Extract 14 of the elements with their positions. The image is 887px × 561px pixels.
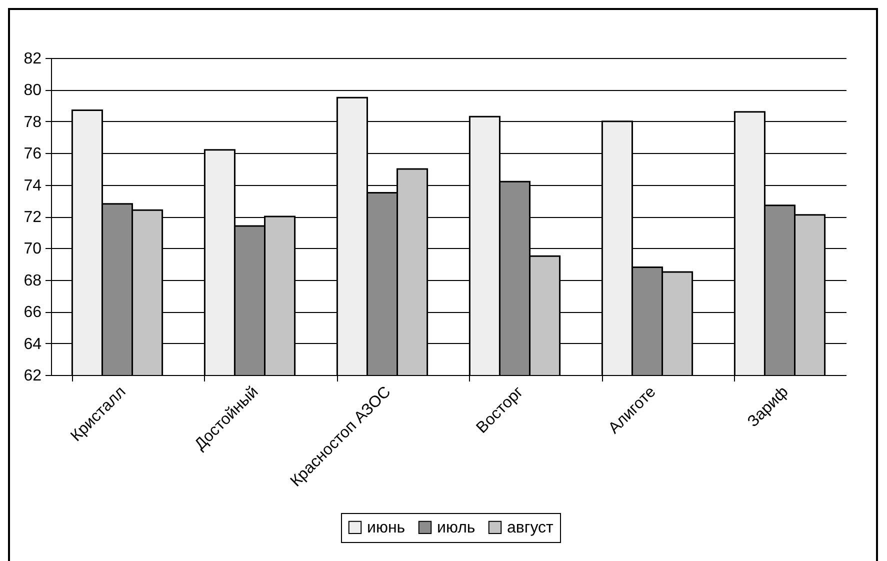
y-tick-label: 74 [24, 177, 42, 194]
y-tick-label: 72 [24, 209, 42, 226]
y-tick-label: 82 [24, 50, 42, 68]
y-tick-label: 64 [24, 336, 42, 353]
legend-label: август [507, 519, 554, 536]
y-tick-label: 76 [24, 146, 42, 163]
y-tick-label: 62 [24, 368, 42, 384]
y-tick-label: 66 [24, 304, 42, 322]
y-tick-label: 78 [24, 114, 42, 131]
y-tick-label: 68 [24, 272, 42, 290]
legend-label: июль [437, 519, 476, 536]
legend-label: июнь [367, 519, 406, 536]
y-tick-label: 80 [24, 82, 42, 100]
y-tick-label: 70 [24, 240, 42, 258]
